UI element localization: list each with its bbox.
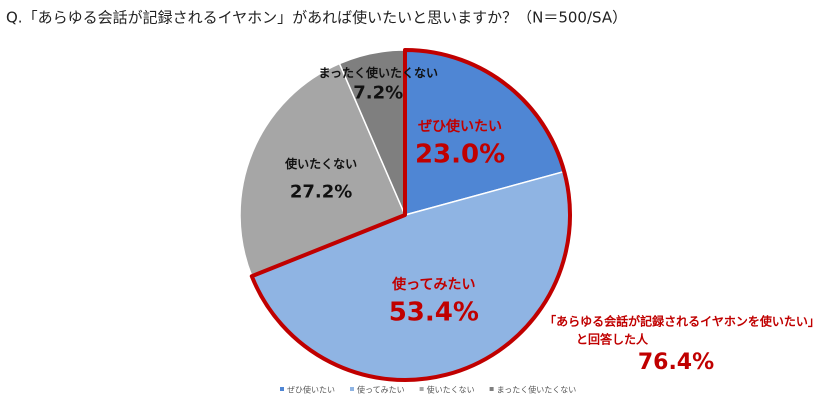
legend-label: ぜひ使いたい — [287, 385, 335, 395]
legend-swatch — [489, 387, 494, 391]
legend-label: 使ってみたい — [357, 385, 405, 395]
annotation-line: と回答した人 — [576, 332, 649, 347]
slice-label: 使いたくない — [284, 156, 357, 171]
legend-swatch — [280, 387, 284, 391]
legend: ぜひ使いたい 使ってみたい 使いたくない まったく使いたくない — [280, 385, 576, 395]
slice-value: 53.4% — [389, 298, 479, 328]
slice-label: ぜひ使いたい — [418, 118, 502, 135]
slice-label: まったく使いたくない — [318, 65, 438, 80]
highlight-outline — [249, 48, 572, 382]
legend-swatch — [419, 387, 424, 391]
slice-value: 27.2% — [290, 181, 352, 202]
legend-label: まったく使いたくない — [497, 385, 577, 395]
legend-label: 使いたくない — [427, 385, 475, 395]
pie-slice — [239, 62, 406, 278]
slice-value: 7.2% — [353, 83, 403, 104]
slice-label: 使ってみたい — [391, 276, 475, 293]
slice-value: 23.0% — [415, 139, 505, 169]
legend-swatch — [350, 387, 354, 391]
chart-title: Q.「あらゆる会話が記録されるイヤホン」があれば使いたいと思いますか？（N＝50… — [6, 9, 627, 27]
annotation-value: 76.4% — [638, 350, 714, 375]
pie: ぜひ使いたい 23.0% 使ってみたい 53.4% 使いたくない 27.2% まったく使いた… — [239, 48, 572, 382]
annotation-line: 「あらゆる会話が記録されるイヤホンを使いたい」 — [544, 314, 820, 329]
